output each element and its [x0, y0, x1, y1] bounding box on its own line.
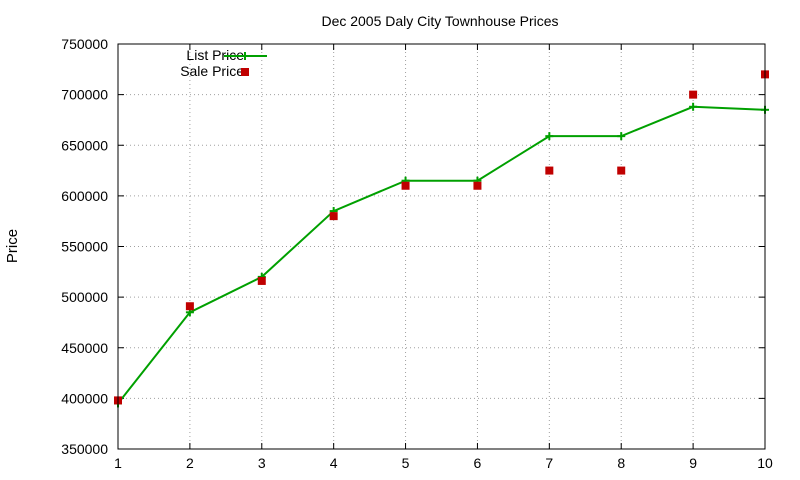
- y-tick-label: 500000: [61, 289, 108, 305]
- legend-sample-sale-price: [241, 68, 249, 76]
- y-tick-label: 650000: [61, 137, 108, 153]
- x-tick-label: 3: [258, 455, 266, 471]
- x-tick-label: 6: [474, 455, 482, 471]
- list-price-point: [617, 132, 626, 141]
- x-tick-label: 4: [330, 455, 338, 471]
- x-tick-label: 10: [757, 455, 773, 471]
- legend-marker: [241, 52, 249, 60]
- y-tick-label: 750000: [61, 36, 108, 52]
- x-tick-label: 8: [617, 455, 625, 471]
- sale-price-point: [257, 276, 266, 285]
- sale-price-point: [689, 90, 698, 99]
- chart-title: Dec 2005 Daly City Townhouse Prices: [321, 13, 558, 29]
- sale-price-point: [617, 166, 626, 175]
- legend-marker: [241, 68, 249, 76]
- y-tick-label: 450000: [61, 340, 108, 356]
- y-tick-label: 350000: [61, 441, 108, 457]
- sale-price-point: [545, 166, 554, 175]
- list-price-point: [545, 132, 554, 141]
- x-tick-label: 5: [402, 455, 410, 471]
- y-tick-label: 700000: [61, 87, 108, 103]
- plot-frame: [117, 43, 766, 450]
- y-axis-label: Price: [4, 229, 21, 263]
- list-price-line: [117, 105, 766, 405]
- legend-label-sale-price: Sale Price: [180, 63, 244, 79]
- x-tick-label: 1: [114, 455, 122, 471]
- grid: [118, 44, 765, 449]
- sale-price-point: [473, 181, 482, 190]
- y-tick-label: 550000: [61, 239, 108, 255]
- series: [114, 70, 769, 408]
- y-tick-label: 400000: [61, 390, 108, 406]
- x-tick-label: 2: [186, 455, 194, 471]
- series-list-price: [114, 102, 769, 408]
- series-sale-price: [114, 70, 769, 405]
- sale-price-point: [329, 212, 338, 221]
- sale-price-point: [401, 181, 410, 190]
- axis-ticks: [117, 43, 766, 450]
- legend-label-list-price: List Price: [186, 47, 244, 63]
- legend: List Price Sale Price: [180, 47, 267, 79]
- sale-price-point: [185, 302, 194, 311]
- tick-labels: 350000 400000 450000 500000 550000 600000 6500…: [61, 36, 773, 471]
- y-tick-label: 600000: [61, 188, 108, 204]
- legend-sample-list-price: [224, 52, 267, 60]
- x-tick-label: 9: [689, 455, 697, 471]
- list-price-point: [689, 102, 698, 111]
- x-tick-label: 7: [545, 455, 553, 471]
